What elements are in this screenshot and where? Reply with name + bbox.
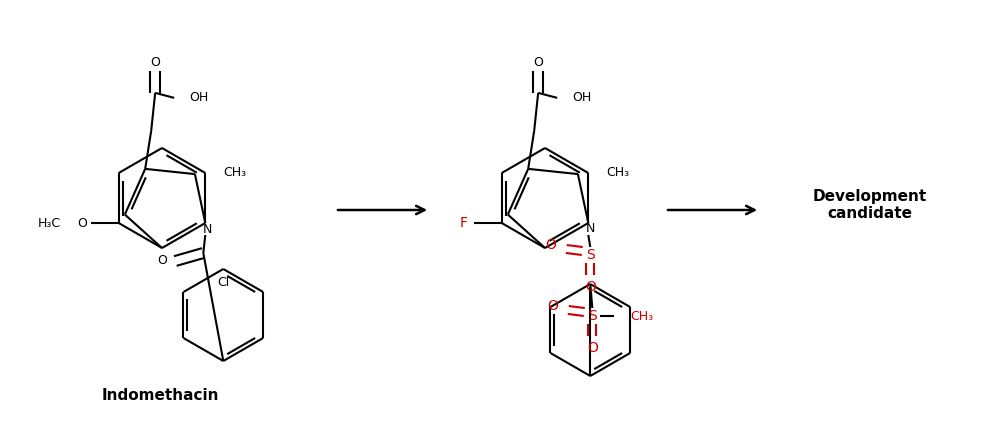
- Text: O: O: [157, 255, 167, 268]
- Text: Cl: Cl: [218, 276, 229, 289]
- Text: O: O: [533, 56, 543, 69]
- Text: CH₃: CH₃: [223, 166, 246, 178]
- Text: Indomethacin: Indomethacin: [101, 387, 219, 402]
- Text: OH: OH: [189, 91, 209, 104]
- Text: O: O: [586, 341, 597, 355]
- Text: CH₃: CH₃: [606, 166, 629, 178]
- Text: O: O: [545, 238, 556, 252]
- Text: F: F: [460, 216, 468, 230]
- Text: O: O: [150, 56, 160, 69]
- Text: O: O: [77, 217, 87, 229]
- Text: CH₃: CH₃: [630, 309, 654, 323]
- Text: S: S: [585, 248, 594, 262]
- Text: N: N: [585, 223, 595, 235]
- Text: H₃C: H₃C: [38, 217, 60, 229]
- Text: S: S: [587, 309, 596, 323]
- Text: OH: OH: [573, 91, 591, 104]
- Text: O: O: [584, 280, 595, 294]
- Text: O: O: [548, 299, 559, 313]
- Text: Development
candidate: Development candidate: [813, 189, 927, 221]
- Text: N: N: [203, 223, 212, 235]
